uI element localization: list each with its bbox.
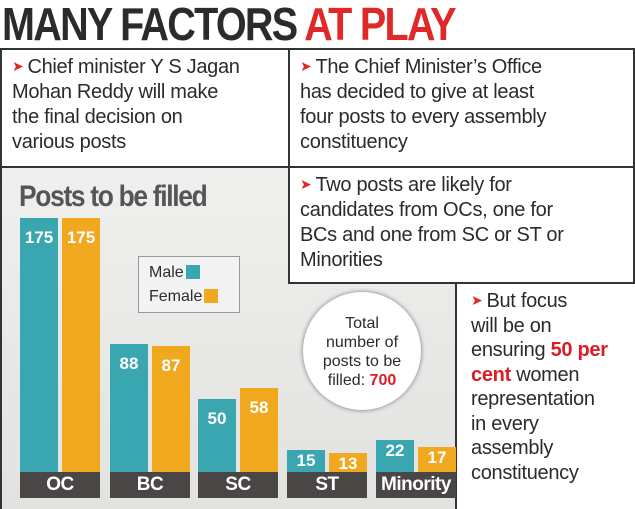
bullet-line: Minorities (300, 249, 383, 271)
value-label: 15 (296, 451, 316, 471)
bullet-line: ➤ Two posts are likely for (300, 174, 512, 196)
arrow-icon: ➤ (300, 58, 312, 74)
chart-title: Posts to be filled (19, 180, 208, 213)
bar-male-sc (198, 399, 236, 472)
bar-male-bc (110, 344, 148, 472)
category-label-st: ST (287, 472, 367, 498)
value-label: 50 (207, 409, 227, 429)
category-label-bc: BC (110, 472, 190, 498)
title-part1: MANY FACTORS (2, 0, 298, 50)
callout-line: Total (345, 315, 379, 332)
bullet-line: constituency (300, 131, 408, 153)
bullet-line: will be on (471, 314, 552, 337)
total-value: 700 (369, 372, 397, 389)
arrow-icon: ➤ (471, 292, 483, 308)
bullet-line: ensuring 50 per (471, 339, 608, 361)
bullet-line: BCs and one from SC or ST or (300, 224, 564, 246)
callout-line: filled: 700 (327, 372, 397, 389)
arrow-icon: ➤ (12, 58, 24, 74)
value-label: 58 (249, 397, 269, 417)
bullet-line: in every (471, 412, 539, 435)
bullet-line: ➤ Chief minister Y S Jagan (12, 56, 240, 78)
bar-female-minority (418, 447, 456, 472)
callout-line: posts to be (322, 353, 402, 370)
value-label: 175 (66, 228, 96, 247)
bar-female-sc (240, 387, 278, 472)
bar-female-oc (62, 218, 100, 472)
category-label-minority: Minority (376, 472, 456, 498)
legend-item-female: Female (149, 285, 239, 309)
bullet-line: candidates from OCs, one for (300, 199, 553, 221)
category-label-sc: SC (198, 472, 278, 498)
legend-swatch-male (185, 265, 200, 279)
bullet-line: ➤ But focus (471, 290, 568, 312)
bullet-line: has decided to give at least (300, 81, 534, 103)
bullet-line: representation (471, 388, 595, 410)
bar-male-minority (376, 440, 414, 472)
bullet-line: assembly (471, 437, 554, 459)
bullet-line: the final decision on (12, 106, 183, 128)
arrow-icon: ➤ (300, 176, 312, 192)
bullet-line: cent women (471, 363, 580, 386)
category-label-oc: OC (20, 472, 100, 498)
total-posts-callout: Total number of posts to be filled: 700 (303, 292, 421, 410)
value-label: 88 (119, 354, 139, 374)
callout-line: number of (325, 334, 399, 351)
value-label: 22 (385, 441, 405, 461)
bar-female-bc (152, 345, 190, 472)
value-label: 175 (24, 228, 54, 247)
highlight-text: 50 per (550, 339, 608, 361)
bar-male-oc (20, 218, 58, 472)
value-label: 87 (161, 355, 181, 375)
bullet-box-3: ➤ Two posts are likely for candidates from… (288, 166, 635, 284)
bullet-line: ➤ The Chief Minister’s Office (300, 56, 542, 78)
legend-item-male: Male (149, 261, 239, 285)
value-label: 13 (338, 454, 358, 474)
page-title: MANY FACTORS AT PLAY (2, 0, 457, 50)
bullet-line: four posts to every assembly (300, 106, 547, 128)
value-label: 17 (427, 448, 447, 468)
bullet-line: various posts (12, 131, 126, 153)
bullet-line: Mohan Reddy will make (12, 81, 219, 103)
bullet-box-4: ➤ But focus will be on ensuring 50 per ce… (455, 282, 635, 509)
chart-legend: Male Female (138, 256, 240, 313)
bullet-line: constituency (471, 461, 579, 484)
highlight-text: cent (471, 363, 511, 386)
bar-male-st (287, 450, 325, 472)
legend-swatch-female (204, 289, 219, 303)
bullet-box-1: ➤ Chief minister Y S Jagan Mohan Reddy wil… (0, 48, 290, 168)
title-part2: AT PLAY (304, 0, 456, 50)
bar-female-st (329, 453, 367, 472)
